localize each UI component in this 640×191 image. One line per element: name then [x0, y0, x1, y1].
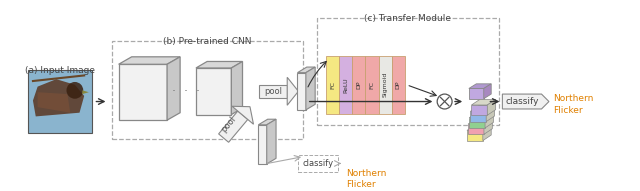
Polygon shape: [484, 118, 492, 134]
Polygon shape: [231, 62, 243, 115]
Circle shape: [67, 82, 83, 99]
Polygon shape: [487, 99, 495, 115]
Polygon shape: [259, 125, 267, 164]
Text: pool: pool: [264, 87, 282, 96]
Polygon shape: [484, 84, 492, 99]
Text: pool: pool: [220, 114, 238, 134]
Polygon shape: [467, 125, 492, 130]
Polygon shape: [287, 77, 298, 105]
FancyBboxPatch shape: [392, 56, 404, 114]
FancyBboxPatch shape: [28, 70, 92, 133]
Text: FC: FC: [369, 81, 374, 89]
Polygon shape: [483, 125, 492, 141]
Polygon shape: [267, 119, 276, 164]
Polygon shape: [469, 88, 484, 99]
Polygon shape: [470, 111, 486, 122]
Polygon shape: [472, 105, 487, 115]
Polygon shape: [298, 67, 315, 73]
FancyBboxPatch shape: [365, 56, 378, 114]
Polygon shape: [470, 106, 495, 111]
Text: (b) Pre-trained CNN: (b) Pre-trained CNN: [163, 37, 252, 46]
Polygon shape: [118, 57, 180, 64]
Polygon shape: [502, 94, 549, 109]
FancyBboxPatch shape: [339, 56, 353, 114]
Polygon shape: [469, 118, 485, 128]
Polygon shape: [472, 99, 495, 105]
Text: classify: classify: [505, 97, 539, 106]
FancyBboxPatch shape: [353, 56, 365, 114]
Polygon shape: [306, 67, 315, 110]
Polygon shape: [38, 92, 70, 113]
Text: classify: classify: [302, 159, 333, 168]
Polygon shape: [33, 79, 84, 117]
Polygon shape: [298, 73, 306, 110]
FancyBboxPatch shape: [378, 56, 392, 114]
Polygon shape: [469, 84, 492, 88]
Text: Sigmoid: Sigmoid: [383, 72, 388, 97]
Polygon shape: [83, 90, 89, 94]
Polygon shape: [259, 119, 276, 125]
Polygon shape: [468, 118, 492, 124]
Polygon shape: [259, 85, 287, 98]
Text: DP: DP: [356, 81, 362, 89]
Text: DP: DP: [396, 81, 401, 89]
Text: Northern
Flicker: Northern Flicker: [553, 94, 593, 115]
Polygon shape: [167, 57, 180, 120]
Text: (a) Input Image: (a) Input Image: [25, 66, 95, 75]
Circle shape: [437, 94, 452, 109]
Polygon shape: [468, 124, 484, 134]
Text: ReLU: ReLU: [344, 77, 348, 93]
Polygon shape: [196, 62, 243, 68]
Polygon shape: [485, 112, 493, 128]
Polygon shape: [118, 64, 167, 120]
Polygon shape: [469, 112, 493, 118]
Text: ·  ·  ·: · · ·: [172, 85, 200, 98]
Text: (c) Transfer Module: (c) Transfer Module: [364, 14, 451, 23]
FancyBboxPatch shape: [326, 56, 339, 114]
Polygon shape: [486, 106, 495, 122]
Text: Northern
Flicker: Northern Flicker: [346, 169, 387, 189]
Polygon shape: [232, 106, 253, 124]
Polygon shape: [467, 130, 483, 141]
Text: FC: FC: [330, 81, 335, 89]
Polygon shape: [196, 68, 231, 115]
Polygon shape: [219, 111, 248, 142]
